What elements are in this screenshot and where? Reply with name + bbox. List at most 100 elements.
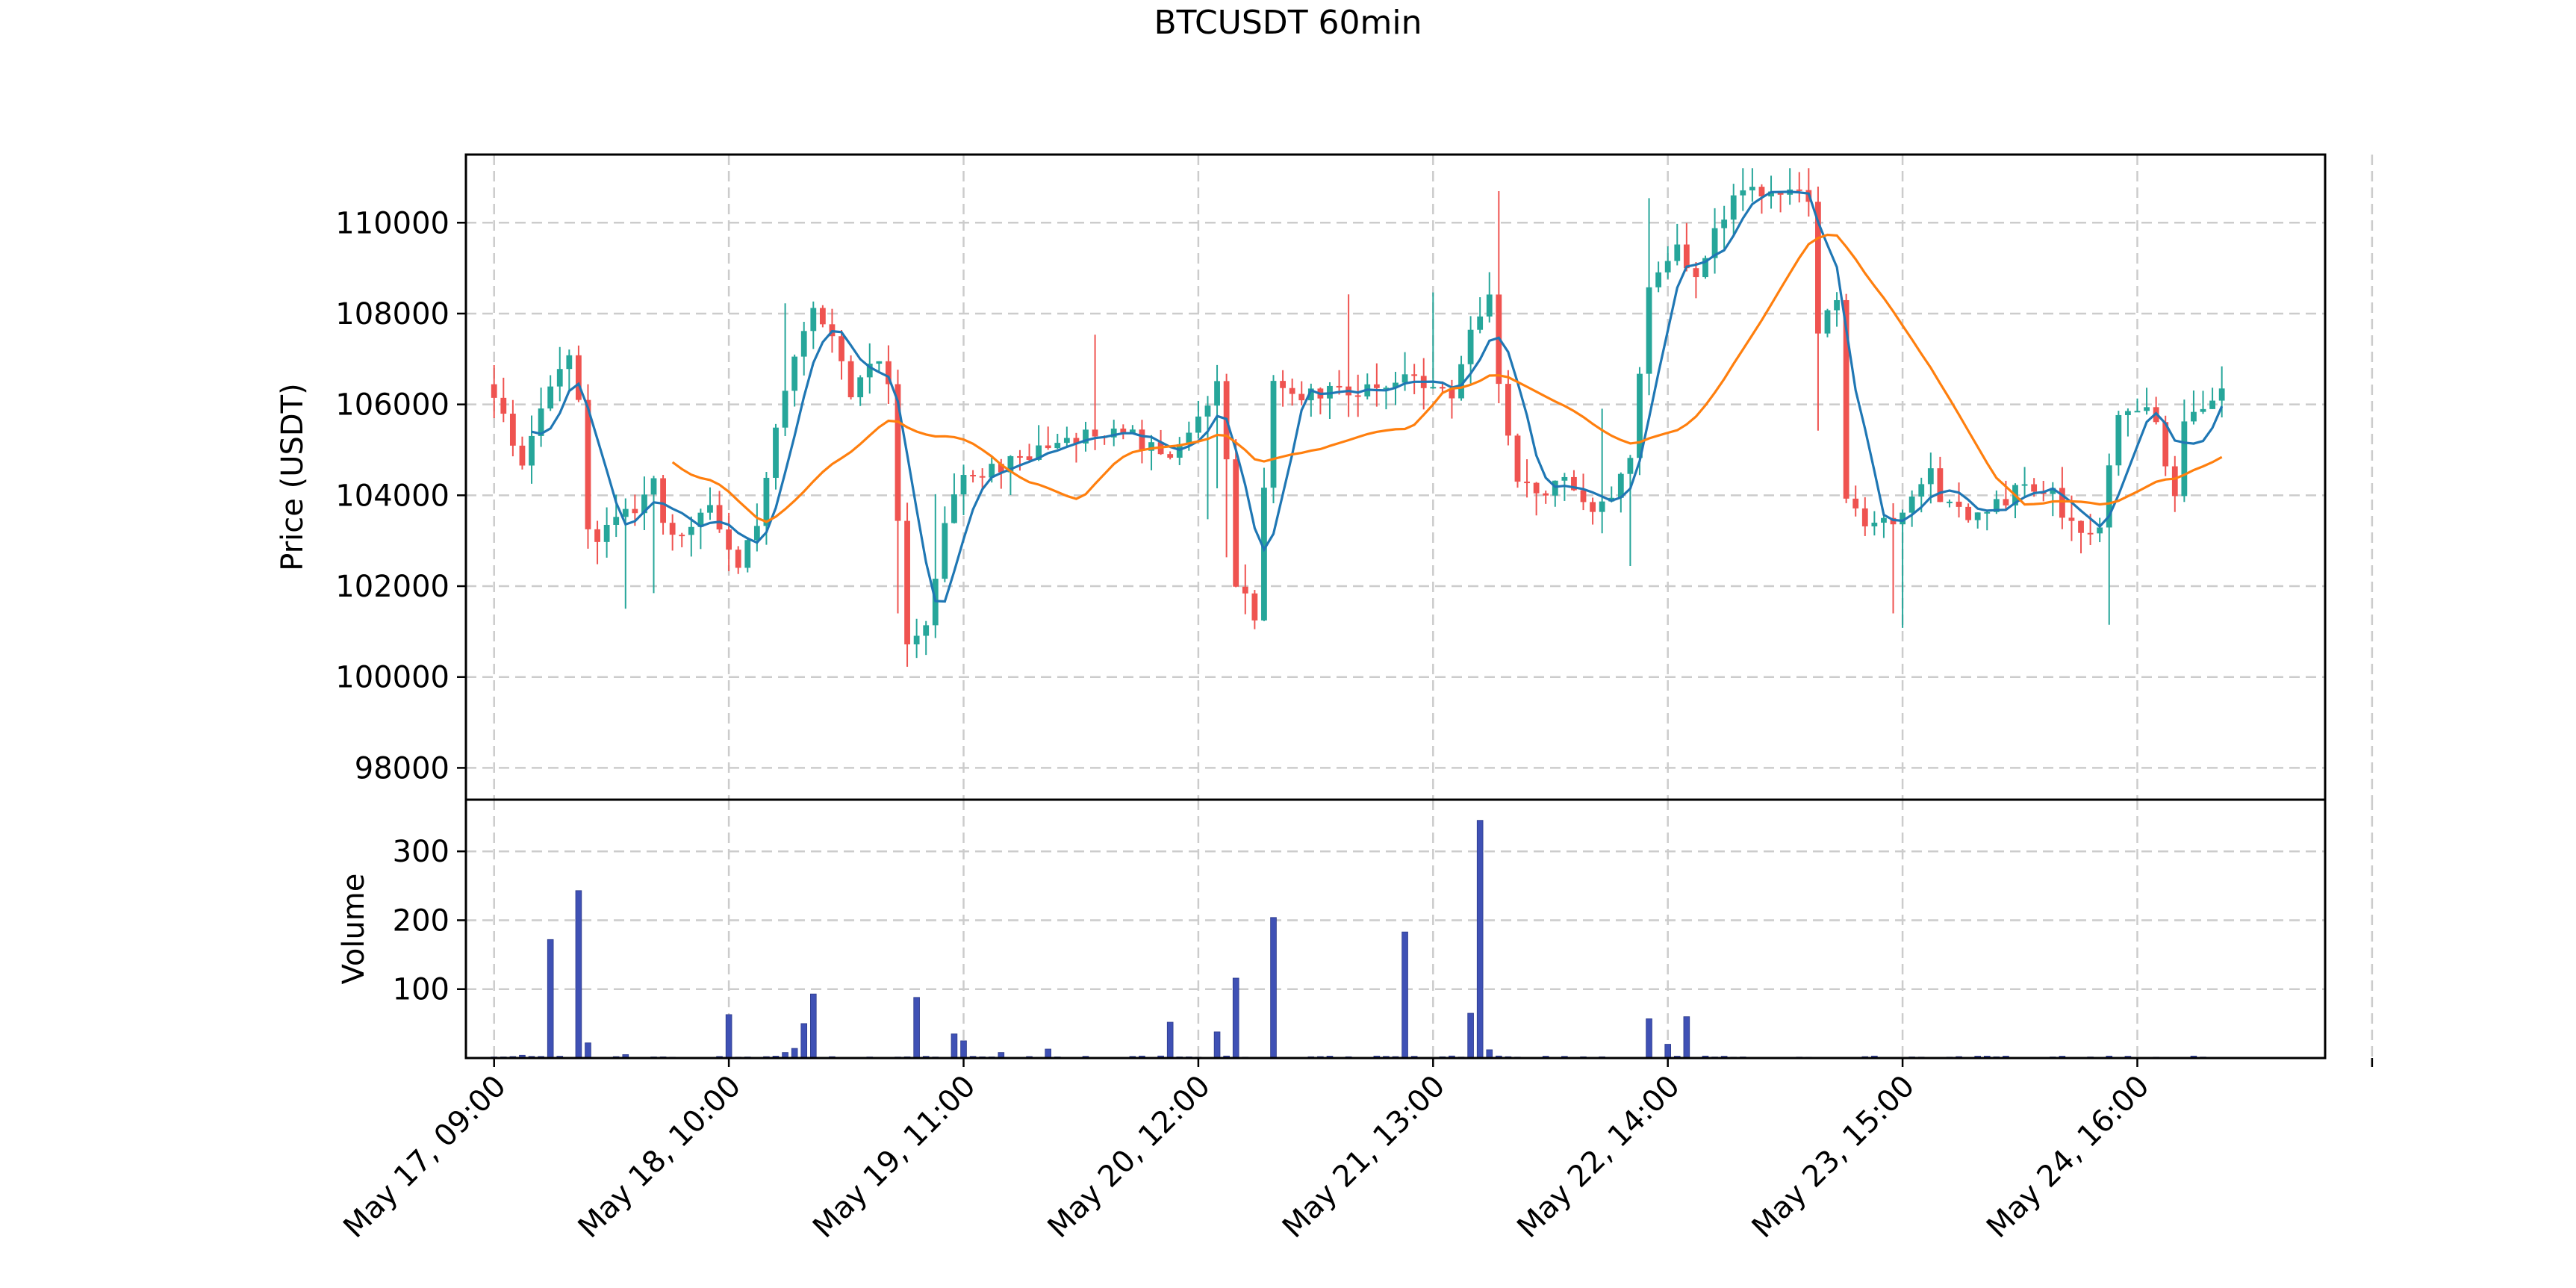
candle-body: [2181, 421, 2188, 497]
candle-body: [1561, 476, 1568, 481]
candle-body: [876, 361, 883, 364]
candle-body: [1927, 468, 1934, 485]
candle-body: [735, 550, 741, 568]
candle-body: [1937, 468, 1944, 503]
candle-body: [1721, 220, 1728, 228]
candle-body: [1298, 393, 1305, 401]
candle-body: [1740, 190, 1746, 196]
x-tick-label: May 22, 14:00: [1511, 1069, 1686, 1245]
candle-body: [1204, 405, 1211, 417]
candle-body: [763, 477, 770, 526]
candle-body: [1373, 384, 1380, 388]
candle-body: [2050, 488, 2056, 494]
candle-body: [1552, 480, 1558, 496]
candle-body: [895, 384, 901, 521]
candle-body: [576, 355, 582, 400]
volume-ytick-labels: 100 200 300: [393, 835, 466, 1007]
candle-body: [1843, 299, 1849, 499]
candle-body: [1965, 506, 1972, 520]
candle-body: [1730, 195, 1737, 220]
candle-body: [2191, 411, 2197, 422]
volume-bar: [960, 1040, 967, 1059]
candle-body: [960, 475, 967, 495]
candle-body: [538, 408, 544, 436]
candle-body: [1881, 517, 1887, 523]
candle-body: [942, 523, 948, 579]
candle-body: [1580, 490, 1587, 503]
x-tick-label: May 20, 12:00: [1041, 1069, 1216, 1245]
candle-body: [641, 494, 647, 514]
candle-body: [1289, 388, 1295, 394]
candle-body: [1590, 502, 1596, 512]
price-panel-background: [466, 155, 2325, 800]
candle-body: [773, 427, 779, 478]
volume-bar: [791, 1048, 798, 1059]
volume-bar: [951, 1033, 958, 1059]
candle-body: [2106, 465, 2112, 528]
volume-bar: [1232, 977, 1239, 1059]
candle-body: [1251, 593, 1258, 620]
candle-body: [716, 505, 723, 530]
candle-body: [847, 361, 854, 398]
candle-body: [1861, 508, 1868, 526]
candle-body: [1486, 294, 1493, 317]
candle-body: [1401, 374, 1408, 383]
candle-body: [2078, 520, 2084, 533]
candle-body: [2144, 407, 2150, 411]
candle-body: [1393, 382, 1399, 388]
candle-body: [726, 529, 732, 550]
candle-body: [697, 512, 704, 527]
candle-body: [707, 505, 713, 513]
candle-body: [1824, 310, 1831, 334]
candle-body: [1458, 364, 1464, 399]
candle-body: [1477, 316, 1484, 330]
candle-body: [1693, 268, 1699, 278]
candle-body: [1918, 484, 1925, 497]
candle-body: [1167, 454, 1174, 458]
volume-panel: 100 200 300 Volume: [337, 798, 2374, 1060]
candle-body: [1430, 387, 1437, 389]
candle-body: [819, 308, 826, 325]
volume-bar: [547, 939, 554, 1059]
volume-bar: [810, 993, 817, 1059]
candle-body: [1280, 381, 1286, 388]
candle-body: [1036, 445, 1042, 460]
candle-body: [1026, 456, 1033, 460]
candle-body: [603, 524, 610, 542]
candle-body: [1702, 258, 1708, 278]
volume-bar: [1213, 1031, 1221, 1059]
volume-tick-label: 100: [393, 973, 449, 1007]
candle-body: [1768, 191, 1774, 197]
candle-body: [613, 517, 620, 525]
candle-body: [810, 308, 817, 332]
candle-body: [782, 391, 788, 428]
candle-body: [1092, 429, 1098, 437]
candle-body: [857, 377, 864, 398]
candle-body: [1834, 299, 1840, 311]
volume-bar: [585, 1042, 591, 1059]
candle-body: [1749, 187, 1755, 190]
candle-body: [2125, 411, 2131, 415]
candle-body: [1336, 385, 1343, 388]
volume-bar: [1045, 1048, 1051, 1059]
candle-body: [1110, 429, 1117, 438]
candle-body: [2097, 527, 2103, 534]
candle-body: [1411, 374, 1418, 376]
volume-grid: [466, 800, 2374, 1058]
candle-body: [1045, 445, 1051, 449]
candle-body: [1514, 435, 1521, 482]
candle-body: [1007, 455, 1014, 473]
candle-body: [1815, 202, 1821, 334]
candle-body: [1129, 429, 1136, 435]
candle-body: [989, 464, 995, 478]
candle-body: [1073, 438, 1080, 444]
candle-body: [1467, 329, 1474, 364]
price-ytick-labels: 98000 100000 102000 104000 106000 108000 11000…: [335, 206, 466, 785]
candle-body: [2115, 414, 2122, 466]
candle-body: [2171, 466, 2178, 497]
volume-bar: [725, 1014, 732, 1059]
candle-body: [1571, 476, 1577, 491]
candle-body: [1984, 511, 1991, 514]
candle-body: [1148, 442, 1154, 451]
candle-body: [2209, 400, 2215, 409]
